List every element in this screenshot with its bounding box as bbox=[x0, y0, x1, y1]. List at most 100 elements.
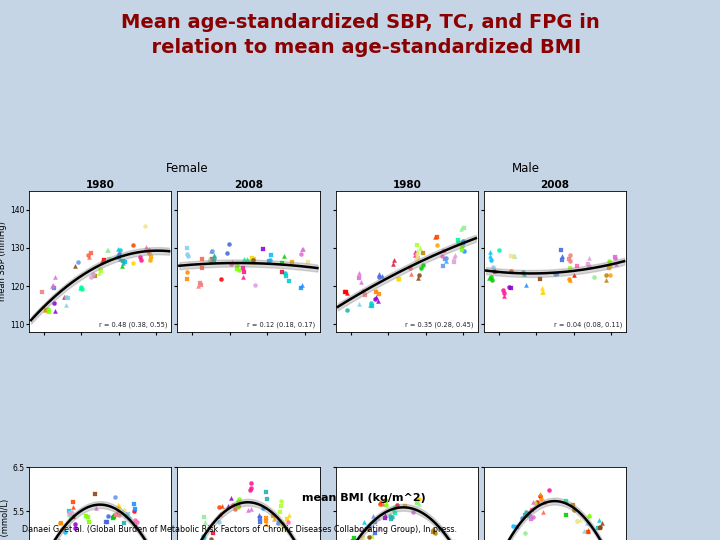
Point bbox=[233, 265, 245, 274]
Point bbox=[571, 261, 582, 270]
Point bbox=[67, 497, 78, 506]
Point bbox=[593, 516, 605, 524]
Point bbox=[340, 288, 351, 296]
Point bbox=[267, 511, 279, 520]
Point bbox=[226, 258, 238, 266]
Point bbox=[516, 514, 527, 523]
Point bbox=[564, 264, 575, 273]
Point bbox=[205, 247, 217, 255]
Point bbox=[117, 256, 129, 265]
Point bbox=[275, 502, 287, 510]
Point bbox=[102, 246, 113, 254]
Point bbox=[132, 518, 143, 526]
Point bbox=[594, 523, 606, 531]
Point bbox=[282, 538, 294, 540]
Point bbox=[583, 261, 595, 270]
Point bbox=[393, 275, 405, 284]
Point bbox=[484, 247, 495, 256]
Point bbox=[539, 498, 550, 507]
Point bbox=[206, 535, 217, 540]
Point bbox=[341, 305, 353, 314]
Point bbox=[95, 267, 107, 275]
Point bbox=[255, 517, 266, 526]
Point bbox=[411, 499, 423, 508]
Point bbox=[206, 255, 217, 264]
Point bbox=[257, 504, 269, 512]
Point bbox=[282, 515, 293, 523]
Point bbox=[485, 256, 497, 265]
Point bbox=[527, 512, 539, 521]
Point bbox=[438, 246, 450, 255]
Point bbox=[196, 255, 207, 264]
Point bbox=[275, 497, 287, 506]
Point bbox=[568, 505, 580, 514]
Point bbox=[261, 495, 273, 503]
Point bbox=[62, 294, 73, 303]
Point bbox=[415, 264, 426, 272]
Point bbox=[387, 504, 399, 513]
Point bbox=[268, 515, 279, 524]
Point bbox=[564, 274, 575, 283]
Point bbox=[297, 245, 309, 253]
Point bbox=[493, 246, 505, 255]
Text: Danaei G, et al. (Global Burden of Metabolic Risk Factors of Chronic Diseases Co: Danaei G, et al. (Global Burden of Metab… bbox=[22, 524, 456, 534]
Point bbox=[610, 260, 621, 268]
Point bbox=[233, 503, 244, 511]
Point bbox=[272, 519, 284, 528]
Point bbox=[231, 260, 243, 269]
Point bbox=[564, 257, 576, 266]
Point bbox=[119, 506, 130, 515]
Title: 2008: 2008 bbox=[541, 180, 570, 190]
Point bbox=[390, 509, 401, 517]
Point bbox=[247, 258, 258, 267]
Point bbox=[261, 519, 272, 528]
Point bbox=[584, 511, 595, 520]
Point bbox=[534, 490, 546, 498]
Point bbox=[372, 297, 384, 306]
Point bbox=[364, 522, 375, 530]
Point bbox=[505, 266, 516, 275]
Point bbox=[448, 253, 459, 262]
Point bbox=[85, 272, 96, 281]
Point bbox=[297, 281, 308, 289]
Point bbox=[140, 242, 152, 251]
Point bbox=[354, 524, 366, 533]
Point bbox=[117, 259, 129, 267]
Point bbox=[603, 264, 615, 273]
Point bbox=[582, 526, 594, 535]
Point bbox=[369, 529, 381, 537]
Point bbox=[204, 539, 215, 540]
Point bbox=[527, 497, 539, 506]
Point bbox=[377, 272, 388, 281]
Text: r = 0.48 (0.38, 0.55): r = 0.48 (0.38, 0.55) bbox=[99, 321, 167, 328]
Point bbox=[207, 529, 219, 537]
Point bbox=[199, 517, 210, 526]
Point bbox=[561, 510, 572, 519]
Point bbox=[273, 519, 284, 528]
Point bbox=[604, 261, 616, 269]
Point bbox=[276, 521, 287, 529]
Point bbox=[411, 247, 423, 255]
Point bbox=[407, 507, 418, 516]
Point bbox=[278, 252, 289, 260]
Point bbox=[63, 510, 74, 519]
Point bbox=[119, 258, 130, 267]
Point bbox=[430, 528, 441, 537]
Point bbox=[384, 515, 396, 523]
Point bbox=[113, 511, 125, 519]
Point bbox=[366, 301, 377, 310]
Point bbox=[194, 279, 206, 287]
Point bbox=[182, 252, 194, 261]
Point bbox=[384, 512, 396, 521]
Point bbox=[85, 248, 96, 257]
Point bbox=[428, 528, 439, 537]
Point bbox=[114, 246, 125, 255]
Point bbox=[102, 511, 114, 520]
Point bbox=[552, 269, 563, 278]
Point bbox=[371, 287, 382, 296]
Point bbox=[49, 307, 60, 316]
Point bbox=[69, 262, 81, 271]
Point bbox=[260, 488, 271, 497]
Point bbox=[66, 507, 78, 516]
Point bbox=[196, 537, 207, 540]
